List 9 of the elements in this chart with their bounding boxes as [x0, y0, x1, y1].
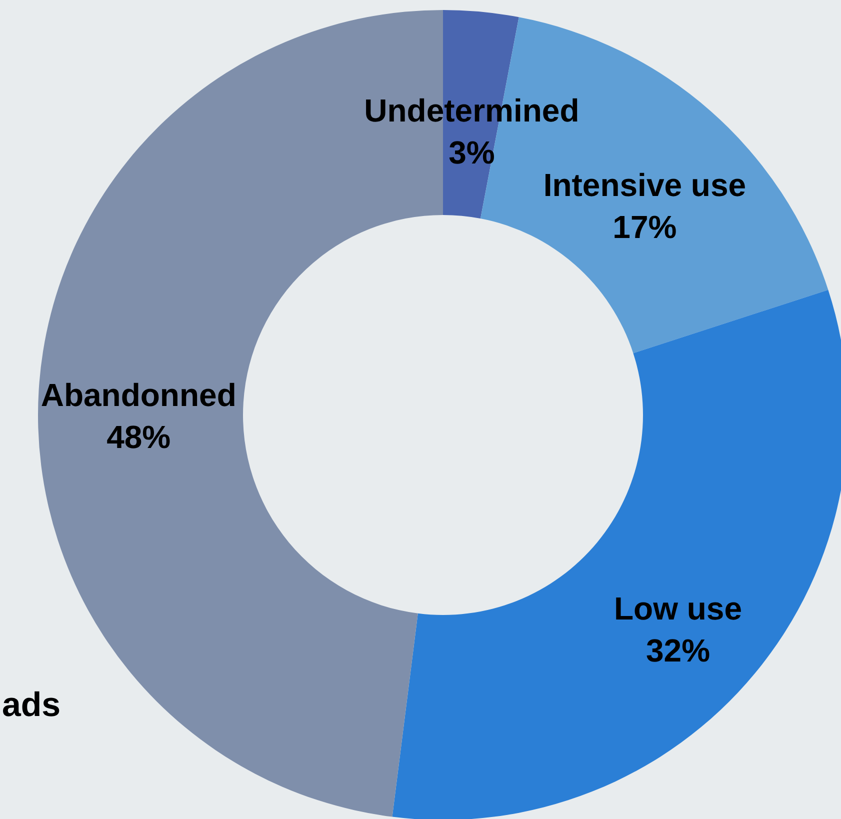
slice-label: Undetermined — [364, 92, 580, 128]
text: ads — [2, 686, 61, 725]
data-label: 17% — [612, 209, 677, 246]
slice-label: Low use — [614, 590, 742, 626]
slice-label: Intensive use — [543, 167, 746, 204]
data-label: 48% — [106, 418, 171, 455]
data-label: 3% — [448, 134, 495, 170]
data-label: 32% — [646, 632, 710, 668]
slice-label: Abandonned — [40, 376, 236, 413]
